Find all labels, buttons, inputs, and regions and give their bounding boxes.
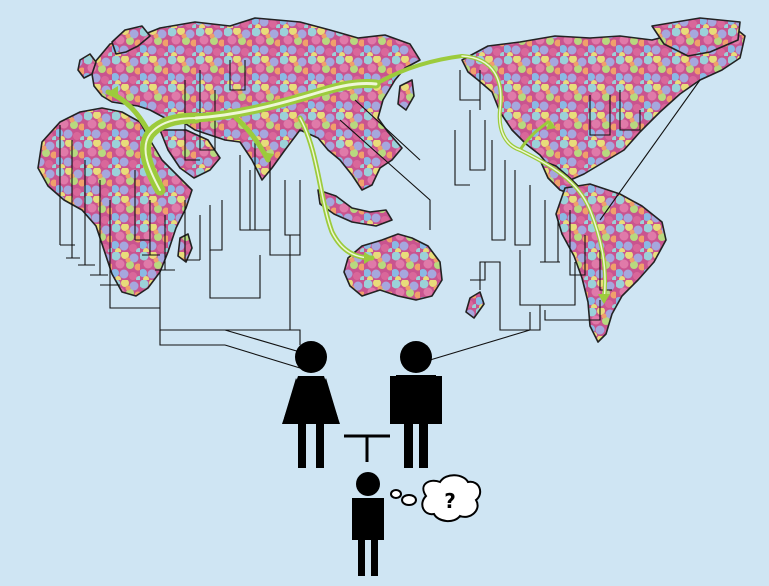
north-america-landmass [461,23,746,183]
man-silhouette-icon [390,341,442,468]
thought-bubble-question-mark: ? [444,489,456,513]
scandinavia-landmass [111,25,151,55]
family-figures: ? [282,341,482,576]
woman-silhouette-icon [282,341,340,468]
left-ancestry-tree [59,60,431,369]
southeast-asia-islands [317,189,393,227]
japan-landmass [397,79,415,111]
route-east-coast [518,120,550,152]
thought-bubble-icon: ? [390,474,482,522]
new-zealand-landmass [465,291,485,319]
migration-routes [105,54,610,304]
continents [37,17,746,343]
eurasia-landmass [91,17,421,191]
route-to-siberia [374,54,464,86]
parent-link-line [344,434,390,462]
south-america-landmass [555,183,667,343]
africa-landmass [37,107,193,297]
arabia-landmass [159,129,221,179]
child-silhouette-icon [352,472,384,576]
australia-landmass [343,233,443,301]
right-ancestry-tree [429,70,701,361]
british-isles-landmass [77,53,97,79]
greenland-landmass [651,17,741,57]
